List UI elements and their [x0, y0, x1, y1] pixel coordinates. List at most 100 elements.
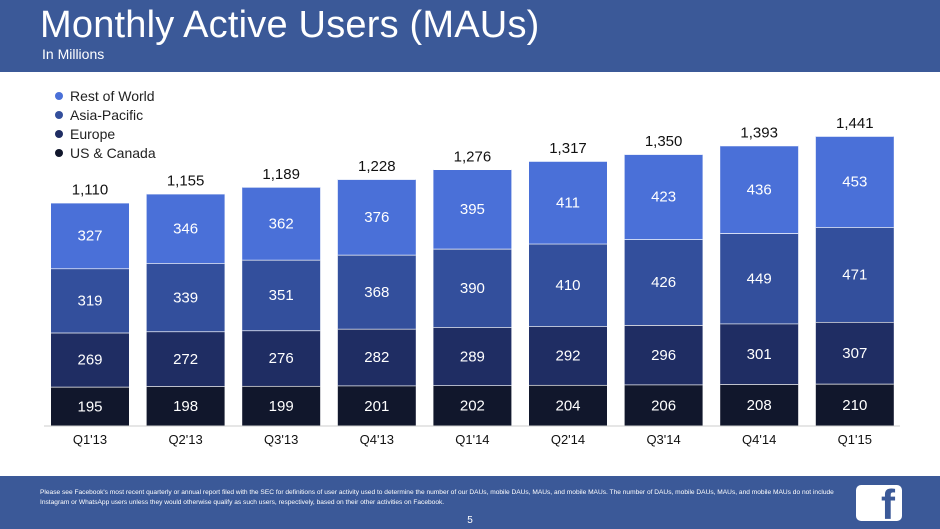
bar-segment-us-canada-6	[624, 384, 703, 426]
total-label: 1,110	[72, 182, 108, 199]
bar-segment-asia-pacific-0	[51, 268, 129, 333]
total-label: 1,441	[836, 115, 874, 132]
data-label: 199	[269, 398, 294, 415]
disclaimer-text: Please see Facebook's most recent quarte…	[40, 489, 834, 506]
x-tick-label: Q4'14	[742, 432, 776, 447]
data-label: 195	[77, 398, 102, 415]
bar-segment-rest-of-world-4	[433, 169, 512, 249]
data-label: 282	[364, 349, 389, 366]
total-label: 1,276	[454, 148, 492, 165]
bar-segment-europe-7	[720, 323, 799, 385]
data-label: 307	[842, 345, 867, 362]
data-label: 301	[747, 346, 772, 363]
data-label: 269	[77, 352, 102, 369]
data-label: 411	[556, 194, 580, 211]
total-label: 1,393	[740, 125, 778, 142]
data-label: 453	[842, 174, 867, 191]
data-label: 395	[460, 201, 485, 218]
bar-segment-rest-of-world-6	[624, 154, 703, 240]
facebook-logo-icon: f	[856, 485, 902, 521]
legend-swatch-icon	[55, 149, 63, 157]
x-tick-label: Q1'15	[838, 432, 872, 447]
data-label: 208	[747, 397, 772, 414]
legend-swatch-icon	[55, 130, 63, 138]
page-number: 5	[467, 515, 473, 526]
data-label: 292	[555, 348, 580, 365]
bar-segment-europe-3	[337, 328, 416, 386]
bar-segment-asia-pacific-6	[624, 239, 703, 325]
data-label: 471	[842, 267, 867, 284]
data-label: 289	[460, 348, 485, 365]
header-bar: Monthly Active Users (MAUs) In Millions	[0, 0, 940, 72]
total-label: 1,350	[645, 133, 683, 150]
total-label: 1,228	[358, 158, 396, 175]
x-tick-label: Q1'13	[73, 432, 107, 447]
bar-segment-rest-of-world-1	[146, 193, 225, 264]
bar-segment-us-canada-0	[51, 386, 129, 426]
data-label: 202	[460, 398, 485, 415]
bar-segment-rest-of-world-3	[337, 179, 416, 255]
bar-segment-rest-of-world-0	[51, 202, 129, 269]
data-label: 198	[173, 398, 198, 415]
legend-swatch-icon	[55, 111, 63, 119]
data-label: 351	[269, 287, 294, 304]
data-label: 339	[173, 289, 198, 306]
bar-segment-asia-pacific-7	[720, 233, 799, 324]
x-tick-label: Q3'13	[264, 432, 298, 447]
data-label: 376	[364, 209, 389, 226]
legend-label: Europe	[70, 126, 115, 142]
bar-segment-rest-of-world-7	[720, 145, 799, 234]
bar-segment-asia-pacific-3	[337, 254, 416, 329]
data-label: 296	[651, 347, 676, 364]
footer-bar: Please see Facebook's most recent quarte…	[0, 476, 940, 529]
data-label: 368	[364, 284, 389, 301]
bar-segment-us-canada-7	[720, 384, 799, 426]
x-tick-label: Q3'14	[646, 432, 680, 447]
bar-segment-asia-pacific-1	[146, 263, 225, 332]
bar-segment-europe-0	[51, 332, 129, 387]
legend-label: US & Canada	[70, 145, 156, 161]
data-label: 449	[747, 270, 772, 287]
x-tick-label: Q4'13	[360, 432, 394, 447]
bar-segment-asia-pacific-5	[529, 243, 607, 327]
bar-segment-europe-5	[529, 326, 607, 385]
data-label: 436	[747, 181, 772, 198]
bar-segment-us-canada-5	[529, 384, 607, 426]
total-label: 1,155	[167, 173, 205, 190]
legend-label: Asia-Pacific	[70, 107, 143, 123]
facebook-logo-letter: f	[881, 485, 895, 521]
bar-segment-rest-of-world-5	[529, 161, 607, 244]
x-tick-label: Q1'14	[455, 432, 489, 447]
data-label: 319	[77, 293, 102, 310]
bar-segment-europe-6	[624, 324, 703, 385]
bar-segment-us-canada-8	[815, 383, 894, 426]
data-label: 390	[460, 280, 485, 297]
bar-segment-asia-pacific-4	[433, 248, 512, 328]
bar-segment-asia-pacific-8	[815, 227, 894, 322]
bar-segment-europe-4	[433, 327, 512, 386]
bar-segment-europe-8	[815, 321, 894, 384]
data-label: 276	[269, 350, 294, 367]
bar-segment-europe-1	[146, 331, 225, 387]
bar-segment-us-canada-2	[242, 385, 321, 426]
data-label: 204	[555, 397, 580, 414]
data-label: 206	[651, 397, 676, 414]
data-label: 272	[173, 351, 198, 368]
total-label: 1,317	[549, 140, 587, 157]
data-label: 210	[842, 397, 867, 414]
data-label: 327	[77, 228, 102, 245]
x-tick-label: Q2'13	[168, 432, 202, 447]
data-label: 426	[651, 274, 676, 291]
bar-segment-us-canada-3	[337, 385, 416, 426]
bar-segment-asia-pacific-2	[242, 259, 321, 331]
data-label: 423	[651, 189, 676, 206]
stacked-bar-chart: 195 269 319 327 1,110 Q1'13 198 272 339 346 1,155 Q…	[44, 88, 900, 447]
page-title: Monthly Active Users (MAUs)	[40, 4, 540, 46]
legend-swatch-icon	[55, 92, 63, 100]
data-label: 346	[173, 220, 198, 237]
data-label: 362	[269, 215, 294, 232]
bar-segment-us-canada-4	[433, 385, 512, 426]
bar-segment-us-canada-1	[146, 386, 225, 426]
total-label: 1,189	[262, 166, 300, 183]
bar-segment-rest-of-world-2	[242, 186, 321, 260]
